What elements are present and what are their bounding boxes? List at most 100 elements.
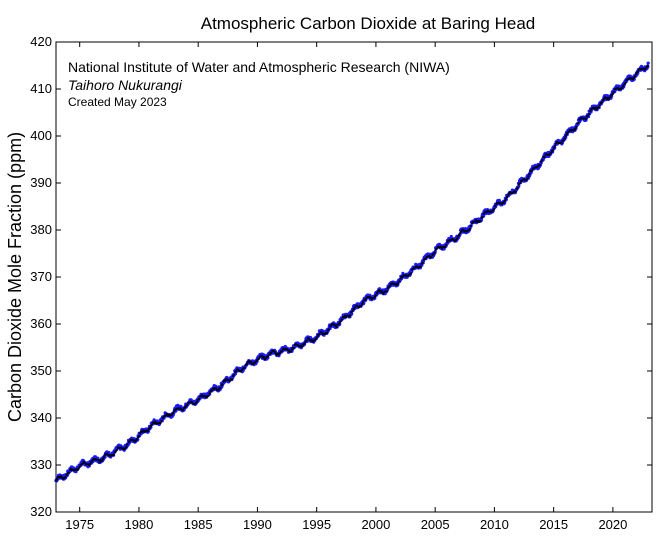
data-point [83,461,86,464]
y-tick-label: 420 [30,34,52,49]
data-point [622,84,625,87]
x-tick-label: 1990 [243,517,272,532]
data-point [310,339,313,342]
data-point [339,320,342,323]
data-point [64,476,67,479]
data-point [160,419,163,423]
data-point [433,251,436,254]
x-tick-label: 2000 [361,517,390,532]
data-point [219,387,222,390]
data-point [150,423,154,426]
data-point [233,373,236,376]
data-point [138,435,141,438]
data-point [421,261,424,264]
data-point [502,201,505,204]
data-point [224,379,227,382]
data-point [230,378,234,381]
data-point [273,350,276,353]
data-point [172,411,175,414]
data-points [54,61,650,483]
data-point [382,292,385,295]
data-point [262,355,265,358]
data-point [281,350,284,353]
data-point [374,294,377,297]
data-point [252,363,255,366]
data-point [479,219,482,222]
y-axis: 320 330 340 350 360 370 380 390 400 410 420 [30,34,652,519]
data-point [435,247,438,250]
data-point [646,64,650,67]
x-tick-label: 2010 [480,517,509,532]
data-point [303,342,306,345]
annotation-maori-name: Taihoro Nukurangi [68,77,183,93]
series-1 [54,64,650,482]
data-point [342,316,345,319]
data-point [260,354,263,357]
data-point [584,118,588,121]
data-point [318,333,321,336]
data-point [530,169,533,172]
data-point [527,175,530,178]
data-point [325,331,328,334]
data-point [335,325,338,329]
data-point [77,467,80,470]
data-point [60,475,63,478]
data-point [503,199,507,202]
data-point [432,253,435,256]
data-point [208,392,211,395]
data-point [100,459,103,462]
data-point [458,233,461,237]
data-point [539,163,542,166]
data-point [56,477,59,481]
data-point [504,197,508,200]
data-point [154,420,157,423]
data-point [564,134,567,138]
data-point [399,277,402,280]
data-point [518,182,522,185]
data-point [290,348,293,351]
data-point [195,400,198,403]
data-point [139,432,142,435]
x-tick-label: 2015 [539,517,568,532]
data-point [456,235,460,238]
data-point [388,284,391,287]
data-point [375,292,379,295]
data-point [181,409,184,412]
data-point [320,331,323,334]
data-point [598,104,602,107]
data-point [506,195,509,198]
data-point [646,61,650,65]
data-point [481,215,484,219]
data-point [608,97,611,100]
data-point [362,301,365,304]
data-point [65,473,68,476]
data-point [305,339,308,342]
data-point [621,86,624,89]
data-point [597,106,600,109]
data-point [89,462,92,465]
data-point [115,448,118,452]
annotation-created: Created May 2023 [68,95,167,109]
data-point [147,428,150,431]
data-point [159,421,162,425]
x-tick-label: 1985 [184,517,213,532]
x-tick-label: 1995 [302,517,331,532]
data-point [541,159,544,162]
data-point [467,229,470,232]
y-tick-label: 370 [30,269,52,284]
data-point [245,362,248,365]
data-point [455,237,459,240]
data-point [67,471,70,474]
data-point [243,366,246,369]
data-point [574,127,577,131]
data-point [609,95,612,98]
data-point [98,461,101,464]
data-point [221,383,224,386]
x-tick-label: 1975 [65,517,94,532]
data-point [462,228,465,231]
data-point [612,90,615,94]
x-tick-label: 2005 [421,517,450,532]
data-point [459,232,462,235]
data-point [445,243,448,246]
y-tick-label: 410 [30,81,52,96]
